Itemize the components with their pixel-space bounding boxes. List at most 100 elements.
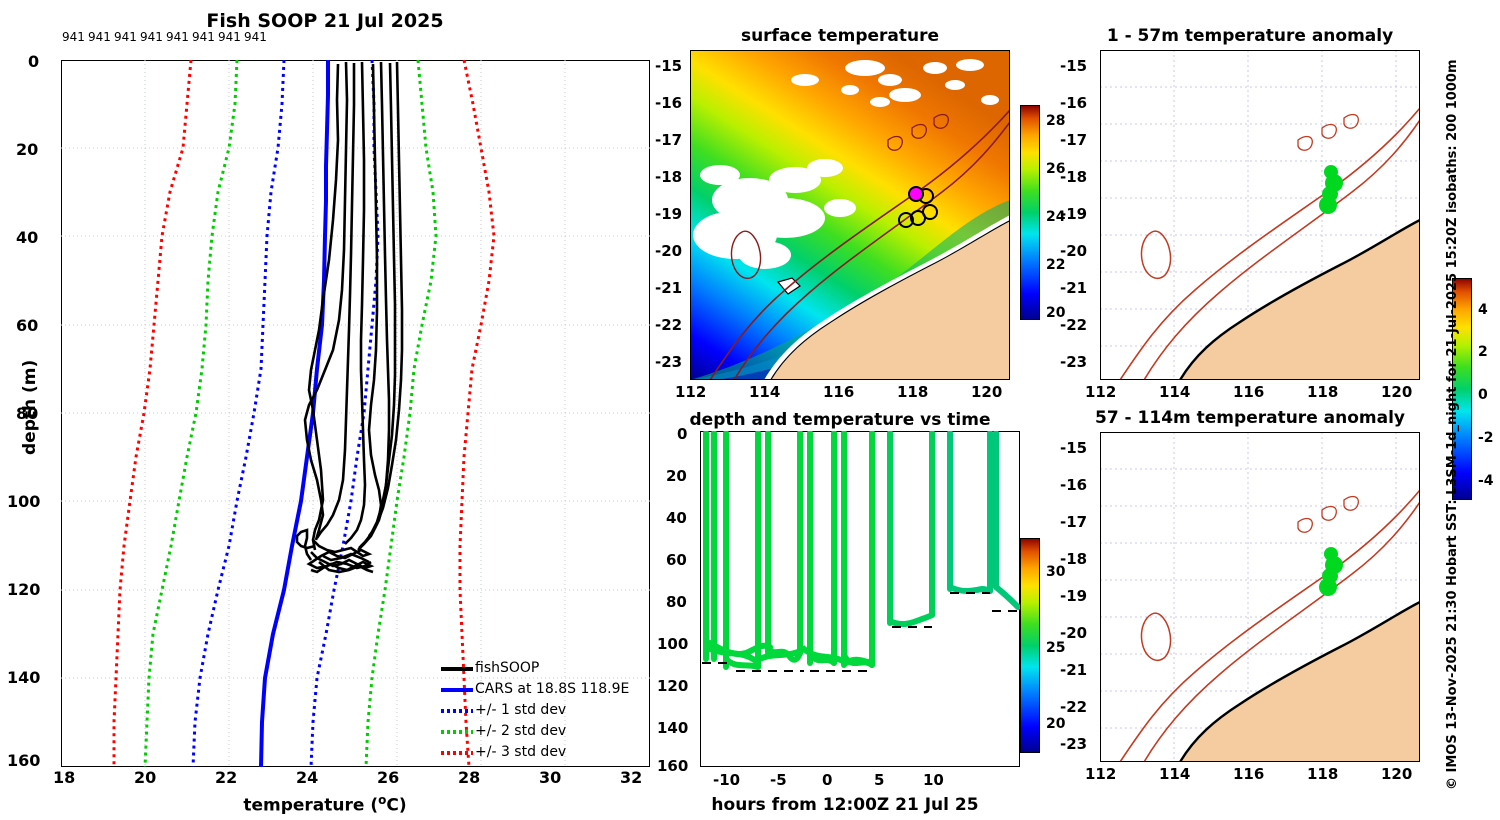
xtick: 120 <box>971 383 1003 401</box>
cbar-tick: 26 <box>1046 161 1066 177</box>
cbar-tick: 20 <box>1046 716 1066 732</box>
ytick: -16 <box>1060 94 1088 112</box>
xtick: 120 <box>1381 383 1413 401</box>
xtick: 32 <box>620 768 643 787</box>
ytick: -19 <box>655 205 683 223</box>
anomaly-bottom-title: 57 - 114m temperature anomaly <box>1094 408 1405 428</box>
ytick: 140 <box>7 668 41 687</box>
xtick: 112 <box>1085 765 1117 783</box>
ytick: 120 <box>657 677 689 695</box>
xtick: 28 <box>458 768 481 787</box>
dive-tracks <box>703 431 1020 670</box>
ytick: -21 <box>1060 661 1088 679</box>
xtick: 116 <box>823 383 855 401</box>
ytick: -22 <box>1060 698 1088 716</box>
anomaly-top-map <box>1100 50 1420 380</box>
cbar-tick: 30 <box>1046 564 1066 580</box>
legend-label-cars: CARS at 18.8S 118.9E <box>475 681 630 697</box>
xtick: 118 <box>897 383 929 401</box>
ytick: -18 <box>1060 168 1088 186</box>
cbar-tick: 28 <box>1046 113 1066 129</box>
ytick: 0 <box>28 52 40 71</box>
anomaly-colorbar: 4 2 0 -2 -4 <box>1452 278 1500 508</box>
timeseries-xaxis-label: hours from 12:00Z 21 Jul 25 <box>711 795 979 815</box>
ytick: 20 <box>666 467 687 485</box>
cbar-tick: -2 <box>1478 430 1494 446</box>
bottom-depth-lines <box>702 592 1018 672</box>
count-label: 941 <box>62 30 85 44</box>
ytick: -20 <box>1060 624 1088 642</box>
std1-low-curve <box>191 60 286 767</box>
anomaly-top-title: 1 - 57m temperature anomaly <box>1106 26 1394 46</box>
sst-panel: surface temperature -15 -16 -17 -18 -19 … <box>655 0 1055 401</box>
count-label: 941 <box>88 30 111 44</box>
ytick: -17 <box>655 131 683 149</box>
ytick: 0 <box>677 425 688 443</box>
ytick: -23 <box>1060 353 1088 371</box>
xtick: 0 <box>822 771 833 789</box>
fishsoop-profiles <box>295 61 404 574</box>
profile-count-labels: 941 941 941 941 941 941 941 941 <box>62 30 592 46</box>
ytick: -17 <box>1060 131 1088 149</box>
timeseries-title: depth and temperature vs time <box>689 410 991 430</box>
ytick: 20 <box>16 140 39 159</box>
xtick: 112 <box>675 383 707 401</box>
ytick: -18 <box>1060 550 1088 568</box>
legend-label-std3: +/- 3 std dev <box>475 744 567 760</box>
ytick: -19 <box>1060 587 1088 605</box>
ytick: -19 <box>1060 205 1088 223</box>
cbar-tick: 20 <box>1046 305 1066 321</box>
ytick: -22 <box>1060 316 1088 334</box>
ytick: 100 <box>657 635 689 653</box>
ytick: 80 <box>16 404 39 423</box>
xtick: -10 <box>713 771 741 789</box>
xtick: 116 <box>1233 765 1265 783</box>
xtick: 26 <box>377 768 400 787</box>
ytick: -15 <box>1060 439 1088 457</box>
profile-panel: Fish SOOP 21 Jul 2025 941 941 941 941 94… <box>0 0 650 820</box>
cbar-tick: 25 <box>1046 640 1066 656</box>
xtick: 24 <box>296 768 319 787</box>
anomaly-bottom-panel: 57 - 114m temperature anomaly -15 -16 -1… <box>1060 400 1440 820</box>
ytick: -16 <box>655 94 683 112</box>
xtick: 114 <box>1159 383 1191 401</box>
xaxis-label-text: temperature ( <box>243 795 379 816</box>
ytick: -20 <box>655 242 683 260</box>
cbar-tick: 24 <box>1046 209 1066 225</box>
xtick: -5 <box>770 771 787 789</box>
sst-title: surface temperature <box>740 26 940 46</box>
cbar-tick: 2 <box>1478 344 1488 360</box>
timeseries-colorbar: 30 25 20 <box>1020 538 1080 758</box>
anomaly-station-markers <box>1319 165 1343 214</box>
ytick: -21 <box>1060 279 1088 297</box>
ytick: 40 <box>16 228 39 247</box>
xtick: 10 <box>923 771 944 789</box>
legend-label-std2: +/- 2 std dev <box>475 723 567 739</box>
profile-plot <box>61 60 650 767</box>
profile-legend <box>441 667 473 755</box>
count-label: 941 <box>114 30 137 44</box>
ytick: 60 <box>666 551 687 569</box>
ytick: -21 <box>655 279 683 297</box>
ytick: 160 <box>7 751 41 770</box>
ytick: -22 <box>655 316 683 334</box>
cbar-tick: 22 <box>1046 257 1066 273</box>
cbar-tick: 0 <box>1478 387 1488 403</box>
xtick: 22 <box>215 768 238 787</box>
profile-xaxis-label: temperature (oC) <box>0 793 650 816</box>
xtick: 114 <box>1159 765 1191 783</box>
xtick: 116 <box>1233 383 1265 401</box>
xtick: 5 <box>874 771 885 789</box>
xtick: 18 <box>53 768 76 787</box>
xtick: 114 <box>749 383 781 401</box>
legend-label-std1: +/- 1 std dev <box>475 702 567 718</box>
ytick: 100 <box>7 492 41 511</box>
xtick: 118 <box>1307 765 1339 783</box>
cbar-tick: 4 <box>1478 302 1488 318</box>
ytick: -17 <box>1060 513 1088 531</box>
xaxis-label-unit: C) <box>386 795 407 816</box>
anomaly-station-markers <box>1319 547 1343 596</box>
xtick: 120 <box>1381 765 1413 783</box>
ytick: 60 <box>16 316 39 335</box>
anomaly-top-panel: 1 - 57m temperature anomaly -15 -16 -17 … <box>1060 0 1440 401</box>
